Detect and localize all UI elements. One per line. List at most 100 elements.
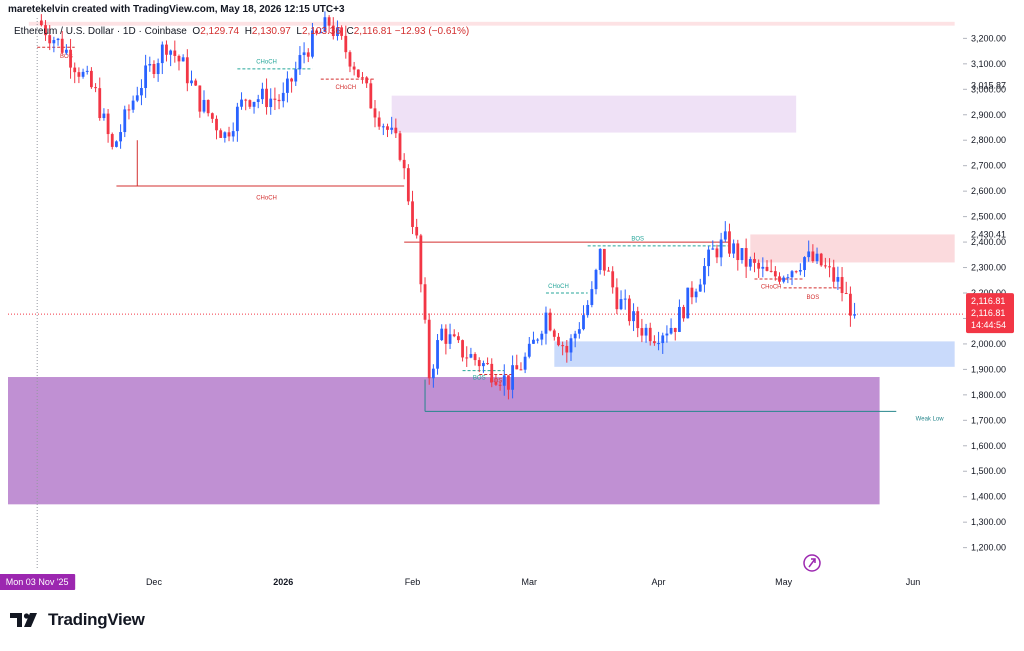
candle[interactable] <box>98 77 102 121</box>
candle[interactable] <box>423 277 427 324</box>
candle[interactable] <box>361 72 364 84</box>
candle[interactable] <box>607 266 610 272</box>
candle[interactable] <box>94 83 97 93</box>
candle[interactable] <box>782 275 786 284</box>
candle[interactable] <box>406 164 410 206</box>
candle[interactable] <box>690 281 694 305</box>
candle[interactable] <box>473 352 477 366</box>
candle[interactable] <box>753 252 756 273</box>
candle[interactable] <box>177 54 181 71</box>
candle[interactable] <box>219 128 223 138</box>
candle[interactable] <box>102 108 106 121</box>
candle[interactable] <box>394 118 398 138</box>
candle[interactable] <box>661 332 665 354</box>
candle[interactable] <box>807 240 811 262</box>
candle[interactable] <box>44 20 47 41</box>
candle[interactable] <box>482 360 485 373</box>
candle[interactable] <box>515 354 519 370</box>
candle[interactable] <box>573 330 577 348</box>
candle[interactable] <box>127 104 131 120</box>
candle[interactable] <box>140 79 143 106</box>
candle[interactable] <box>160 41 164 75</box>
candle[interactable] <box>665 325 669 343</box>
candle[interactable] <box>377 111 381 130</box>
candle[interactable] <box>206 99 210 117</box>
candle[interactable] <box>227 126 231 142</box>
candle[interactable] <box>444 324 448 355</box>
candle[interactable] <box>52 36 56 53</box>
candle[interactable] <box>569 334 573 361</box>
candle[interactable] <box>632 303 635 332</box>
candle[interactable] <box>811 244 815 263</box>
candle[interactable] <box>340 25 344 40</box>
candle[interactable] <box>265 78 268 115</box>
candle[interactable] <box>60 31 64 55</box>
candle[interactable] <box>77 67 81 84</box>
candle[interactable] <box>85 65 89 75</box>
candle[interactable] <box>202 90 206 114</box>
candle[interactable] <box>348 50 352 73</box>
candle[interactable] <box>173 40 177 63</box>
candle[interactable] <box>294 61 298 86</box>
candle[interactable] <box>419 233 423 293</box>
candle[interactable] <box>703 257 706 293</box>
candle[interactable] <box>719 232 723 267</box>
candle[interactable] <box>302 42 306 64</box>
candle[interactable] <box>277 94 281 110</box>
candle[interactable] <box>748 256 752 271</box>
candle[interactable] <box>123 105 127 138</box>
candle[interactable] <box>319 28 323 34</box>
price-axis[interactable]: 1,200.00 1,300.00 1,400.00 1,500.00 1,600.00… <box>963 33 1014 553</box>
candle[interactable] <box>548 308 552 332</box>
candle[interactable] <box>648 322 652 346</box>
candle[interactable] <box>398 130 402 162</box>
candle[interactable] <box>844 281 848 295</box>
candle[interactable] <box>627 295 631 326</box>
candle[interactable] <box>511 355 515 399</box>
candle[interactable] <box>356 69 360 78</box>
candle[interactable] <box>477 357 481 373</box>
time-axis[interactable]: Dec 2026 Feb Mar Apr May Jun Mon 03 Nov '25 <box>0 554 920 590</box>
candle[interactable] <box>532 331 535 344</box>
candle[interactable] <box>498 381 502 391</box>
candle[interactable] <box>644 323 648 343</box>
candle[interactable] <box>56 37 60 46</box>
candle[interactable] <box>586 300 590 318</box>
candle[interactable] <box>615 278 619 315</box>
candle[interactable] <box>135 86 139 103</box>
candle[interactable] <box>306 48 310 63</box>
candle[interactable] <box>594 268 598 295</box>
candle[interactable] <box>256 94 260 109</box>
candle[interactable] <box>344 25 348 59</box>
candle[interactable] <box>652 335 656 346</box>
candle[interactable] <box>69 38 72 79</box>
candle[interactable] <box>527 336 531 359</box>
candle[interactable] <box>623 289 627 310</box>
candle[interactable] <box>215 115 218 140</box>
candle[interactable] <box>711 240 715 250</box>
candle[interactable] <box>369 78 373 109</box>
candle[interactable] <box>235 102 239 142</box>
candle[interactable] <box>757 259 761 278</box>
candle[interactable] <box>823 257 827 269</box>
candle[interactable] <box>110 132 114 150</box>
candle[interactable] <box>48 25 52 51</box>
candle[interactable] <box>552 328 556 341</box>
candle[interactable] <box>786 274 790 284</box>
candle[interactable] <box>311 22 314 59</box>
candle[interactable] <box>657 331 660 351</box>
candle[interactable] <box>456 332 460 343</box>
candle[interactable] <box>194 78 198 86</box>
candle[interactable] <box>790 270 794 286</box>
candle[interactable] <box>390 116 394 135</box>
candle[interactable] <box>144 54 148 98</box>
candle[interactable] <box>486 357 489 365</box>
candle[interactable] <box>715 244 719 264</box>
candle[interactable] <box>373 100 377 128</box>
candle[interactable] <box>106 108 110 143</box>
candle[interactable] <box>64 44 68 55</box>
candle[interactable] <box>544 306 548 345</box>
candle[interactable] <box>590 281 594 308</box>
